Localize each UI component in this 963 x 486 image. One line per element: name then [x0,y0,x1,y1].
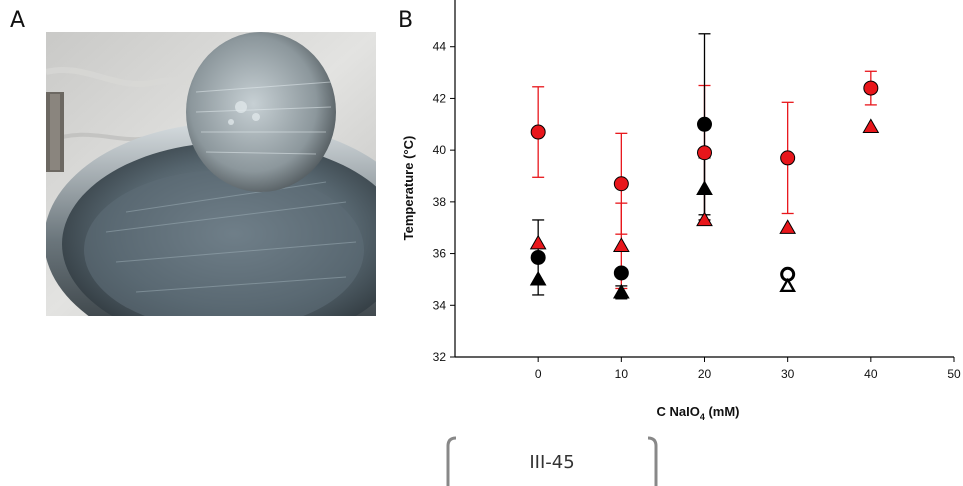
x-tick-label: 50 [947,367,961,381]
page-number: III-45 [529,452,575,473]
y-tick-label: 38 [433,195,447,209]
data-point-triangle [529,234,547,250]
x-tick-label: 40 [864,367,878,381]
y-tick-label: 36 [433,247,447,261]
data-point-circle [613,265,629,281]
x-tick-label: 10 [615,367,629,381]
data-point-triangle [612,237,630,252]
x-tick-label: 0 [535,367,542,381]
page-bracket-icon [446,436,658,486]
data-point-triangle [696,211,713,227]
data-point-circle [863,80,879,96]
data-point-circle [613,176,629,192]
data-point-circle [780,150,796,166]
x-tick-label: 20 [698,367,712,381]
x-axis-label-main: C NaIO [656,404,699,419]
data-point-triangle [862,118,880,133]
data-point-triangle [779,219,797,234]
data-point-open-triangle [779,277,796,292]
data-point-triangle [696,180,713,196]
panel-a-label: A [10,8,26,33]
chart-axes: 32 34 36 38 40 42 44 0 10 20 30 40 50 [433,0,961,381]
x-tick-label: 30 [781,367,795,381]
y-tick-label: 34 [433,298,447,312]
metal-disc-photo [46,32,376,316]
data-point-triangle [612,283,630,299]
page-number-box: III-45 [446,436,658,486]
data-point-circle [697,116,712,132]
x-axis-label: C NaIO4 (mM) [656,404,739,422]
y-tick-label: 44 [433,40,447,54]
chart-marks [529,33,880,300]
data-point-circle [697,145,712,161]
y-tick-label: 32 [433,350,447,364]
chart-svg: 32 34 36 38 40 42 44 0 10 20 30 40 50 Temperature (°… [401,0,961,422]
x-axis-label-subscript: 4 [700,412,705,422]
y-tick-label: 40 [433,143,447,157]
y-tick-label: 42 [433,91,447,105]
x-axis-label-unit: (mM) [705,404,740,419]
panel-b-label: B [398,8,414,33]
data-point-circle [530,249,546,265]
metal-disc-photo-icon [46,32,376,316]
y-axis-label: Temperature (°C) [401,136,416,241]
data-point-circle [530,124,546,140]
data-point-triangle [529,270,547,286]
temperature-scatter-chart: 32 34 36 38 40 42 44 0 10 20 30 40 50 Temperature (°… [396,0,963,430]
